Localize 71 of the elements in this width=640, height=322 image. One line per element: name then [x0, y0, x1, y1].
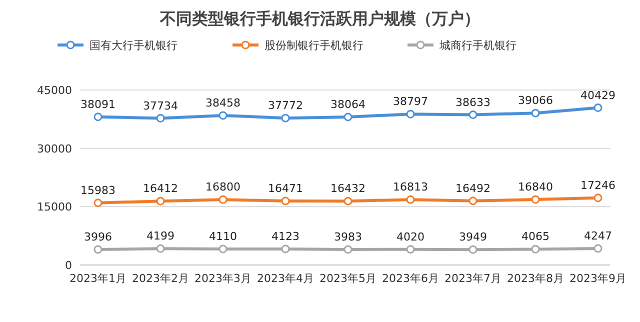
point: [531, 244, 540, 254]
data-label: 17246: [580, 178, 616, 192]
x-tick-label: 2023年6月: [382, 272, 439, 285]
point: [406, 195, 415, 204]
point: [94, 112, 102, 122]
legend-label: 股份制银行手机银行: [264, 39, 364, 52]
point: [94, 198, 102, 208]
data-label: 38091: [80, 98, 116, 111]
point: [218, 244, 228, 254]
point: [281, 114, 290, 122]
data-label: 16492: [456, 182, 490, 195]
data-label: 16471: [268, 182, 303, 195]
data-label: 4123: [272, 230, 300, 243]
x-tick-label: 2023年9月: [570, 272, 626, 285]
point: [156, 114, 165, 123]
data-label: 37772: [268, 99, 303, 112]
point: [594, 194, 602, 202]
x-tick-label: 2023年2月: [132, 272, 189, 285]
legend-label: 城商行手机银行: [438, 39, 516, 52]
point: [594, 244, 602, 253]
data-label: 16813: [393, 180, 428, 194]
point: [344, 196, 352, 206]
data-label: 15983: [80, 184, 116, 197]
data-label: 38064: [330, 98, 366, 111]
x-tick-label: 2023年4月: [257, 272, 314, 285]
data-label: 3949: [459, 230, 487, 244]
y-tick-label: 15000: [37, 200, 72, 214]
data-label: 4110: [209, 230, 237, 244]
x-tick-label: 2023年3月: [194, 272, 252, 285]
point: [468, 110, 478, 120]
point: [344, 245, 352, 254]
x-tick-label: 2023年5月: [320, 272, 376, 285]
point: [406, 245, 415, 254]
data-label: 40429: [580, 88, 616, 102]
point: [281, 196, 290, 206]
y-tick-label: 0: [65, 259, 72, 272]
data-label: 3983: [334, 230, 362, 244]
point: [156, 196, 165, 206]
point: [406, 110, 415, 118]
data-label: 39066: [518, 94, 553, 108]
data-label: 16412: [143, 182, 178, 196]
y-tick-label: 30000: [37, 142, 72, 156]
data-label: 4247: [584, 229, 612, 242]
legend-label: 国有大行手机银行: [90, 39, 178, 52]
data-label: 16800: [206, 180, 240, 194]
point: [156, 244, 165, 253]
point: [281, 244, 290, 254]
chart-title: 不同类型银行手机银行活跃用户规模（万户）: [159, 9, 480, 28]
point: [468, 245, 478, 254]
x-tick-label: 2023年7月: [444, 272, 502, 285]
point: [218, 111, 228, 120]
point: [468, 196, 478, 206]
point: [344, 112, 352, 122]
x-tick-label: 2023年1月: [70, 272, 126, 285]
data-label: 37734: [143, 99, 178, 112]
data-label: 4199: [146, 230, 174, 243]
data-label: 16840: [518, 180, 553, 194]
data-label: 38633: [456, 96, 490, 109]
data-label: 3996: [84, 230, 112, 244]
data-label: 38458: [206, 96, 240, 110]
data-label: 38797: [393, 95, 428, 108]
point: [94, 245, 102, 254]
x-tick-label: 2023年8月: [507, 272, 564, 285]
data-label: 16432: [330, 182, 366, 196]
point: [594, 104, 602, 112]
point: [531, 108, 540, 118]
point: [218, 195, 228, 204]
point: [531, 195, 540, 204]
data-label: 4020: [396, 230, 424, 244]
data-label: 4065: [522, 230, 550, 244]
y-tick-label: 45000: [37, 84, 72, 97]
